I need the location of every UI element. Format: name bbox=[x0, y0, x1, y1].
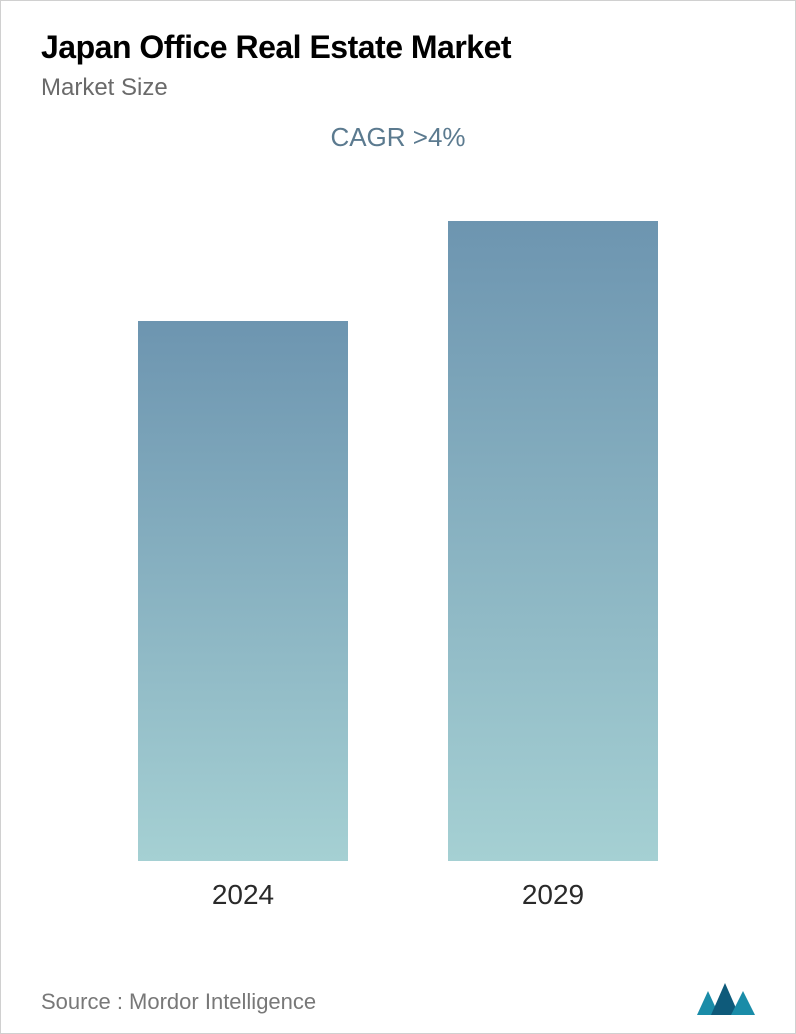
bar-chart-area: 2024 2029 bbox=[1, 281, 795, 911]
bar-group: 2024 bbox=[138, 321, 348, 911]
bar bbox=[448, 221, 658, 861]
bar-label: 2024 bbox=[212, 879, 274, 911]
chart-title: Japan Office Real Estate Market bbox=[41, 29, 755, 66]
chart-footer: Source : Mordor Intelligence bbox=[41, 981, 755, 1015]
chart-container: Japan Office Real Estate Market Market S… bbox=[0, 0, 796, 1034]
cagr-label: CAGR >4% bbox=[41, 122, 755, 153]
publisher-logo-icon bbox=[697, 981, 755, 1015]
bar-group: 2029 bbox=[448, 221, 658, 911]
chart-subtitle: Market Size bbox=[41, 74, 755, 102]
bar-label: 2029 bbox=[522, 879, 584, 911]
source-attribution: Source : Mordor Intelligence bbox=[41, 989, 316, 1015]
bar bbox=[138, 321, 348, 861]
